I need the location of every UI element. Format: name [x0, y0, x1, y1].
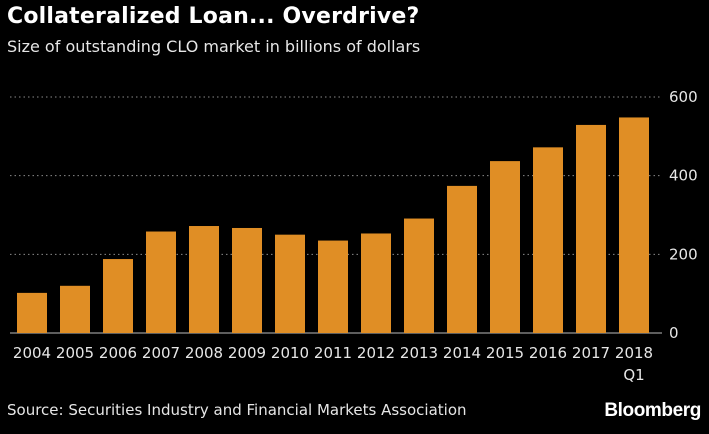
x-tick-label: 2008	[185, 344, 223, 362]
bar	[619, 117, 649, 333]
bloomberg-logo: Bloomberg	[604, 400, 701, 421]
x-tick-label: 2013	[400, 344, 438, 362]
bar	[404, 218, 434, 333]
x-tick-label: 2010	[271, 344, 309, 362]
bar	[576, 124, 606, 333]
x-tick-label: 2016	[529, 344, 567, 362]
x-tick-label: 2017	[572, 344, 610, 362]
x-tick-label: 2014	[443, 344, 481, 362]
x-tick-label: 2018	[615, 344, 653, 362]
bar	[146, 231, 176, 333]
y-tick-label: 400	[669, 167, 698, 185]
bar	[361, 233, 391, 333]
bar	[189, 226, 219, 333]
bar	[60, 285, 90, 333]
bar	[17, 292, 47, 333]
source-note: Source: Securities Industry and Financia…	[7, 401, 467, 419]
x-axis-ticks: 2004 2005 2006 2007 2008 2009 2010 2011 2012 2013…	[13, 344, 653, 384]
y-axis-ticks: 0 200 400 600	[669, 88, 698, 342]
x-tick-label: 2004	[13, 344, 51, 362]
x-tick-label: 2012	[357, 344, 395, 362]
bar	[275, 234, 305, 333]
bar	[447, 185, 477, 333]
bar	[490, 161, 520, 333]
bars	[17, 117, 649, 333]
y-tick-label: 0	[669, 324, 679, 342]
x-tick-label: 2009	[228, 344, 266, 362]
x-tick-label: 2005	[56, 344, 94, 362]
x-tick-label: 2011	[314, 344, 352, 362]
x-tick-label: 2006	[99, 344, 137, 362]
x-tick-label: 2007	[142, 344, 180, 362]
bar	[103, 259, 133, 333]
y-tick-label: 600	[669, 88, 698, 106]
bar	[318, 240, 348, 333]
x-tick-label: Q1	[623, 366, 644, 384]
chart-subtitle: Size of outstanding CLO market in billio…	[7, 37, 421, 56]
chart-title: Collateralized Loan... Overdrive?	[7, 4, 420, 29]
x-tick-label: 2015	[486, 344, 524, 362]
y-tick-label: 200	[669, 245, 698, 263]
bar	[232, 227, 262, 333]
bar	[533, 147, 563, 333]
